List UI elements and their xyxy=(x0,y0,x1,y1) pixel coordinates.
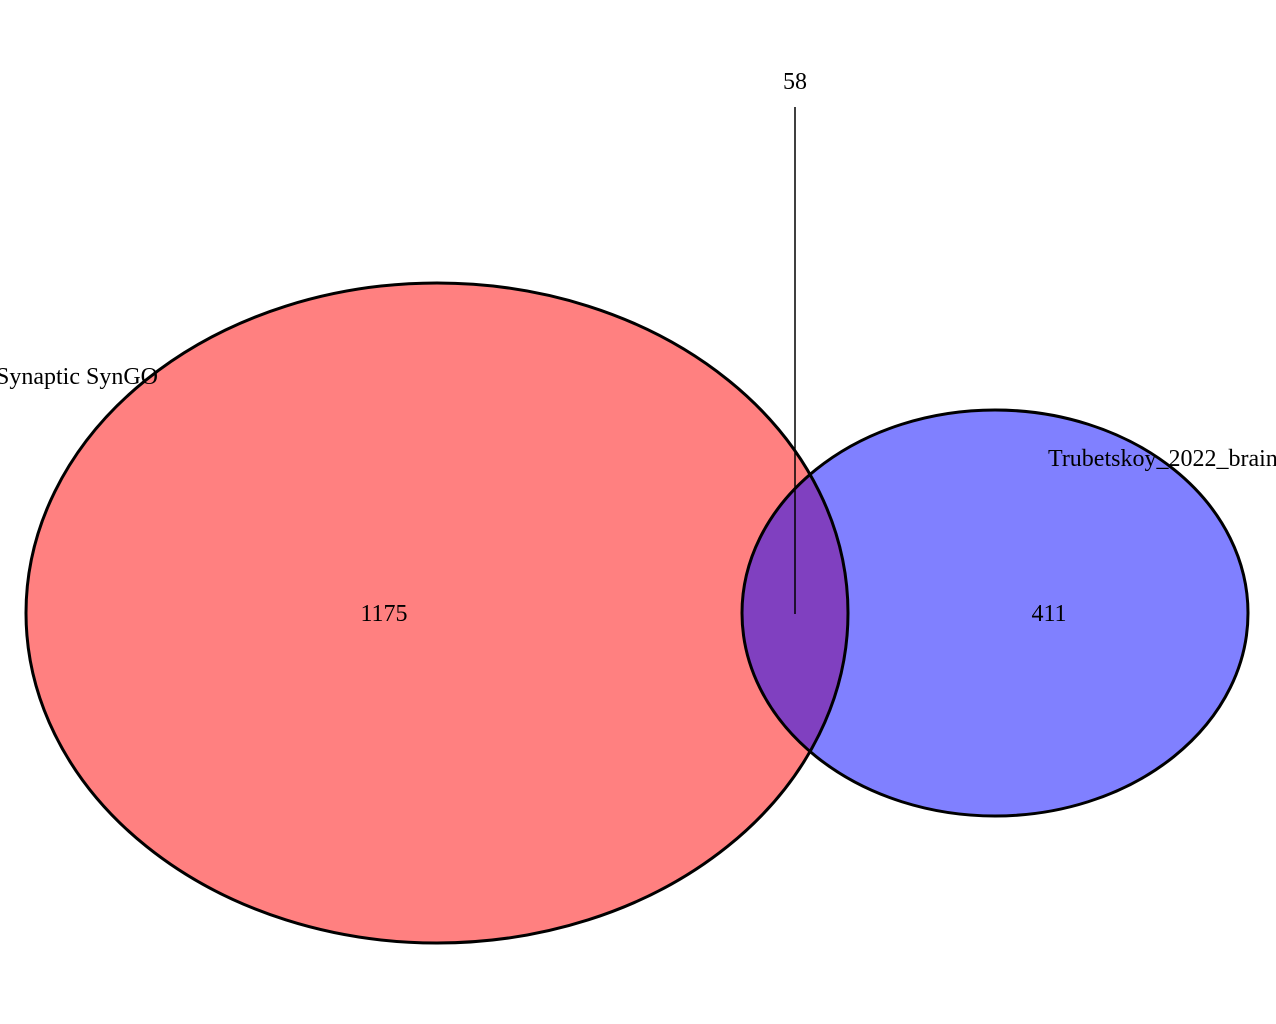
set-a-label: Synaptic SynGO xyxy=(0,364,158,390)
set-b-outline xyxy=(740,408,1250,818)
set-a-outline xyxy=(24,281,850,945)
set-b-ellipse xyxy=(742,410,1248,816)
set-a-only-count: 1175 xyxy=(360,601,407,627)
intersection-count: 58 xyxy=(783,69,807,95)
set-b-only-count: 411 xyxy=(1031,601,1066,627)
set-b-label: Trubetskoy_2022_brain xyxy=(1048,446,1276,472)
set-a-ellipse xyxy=(26,283,848,943)
